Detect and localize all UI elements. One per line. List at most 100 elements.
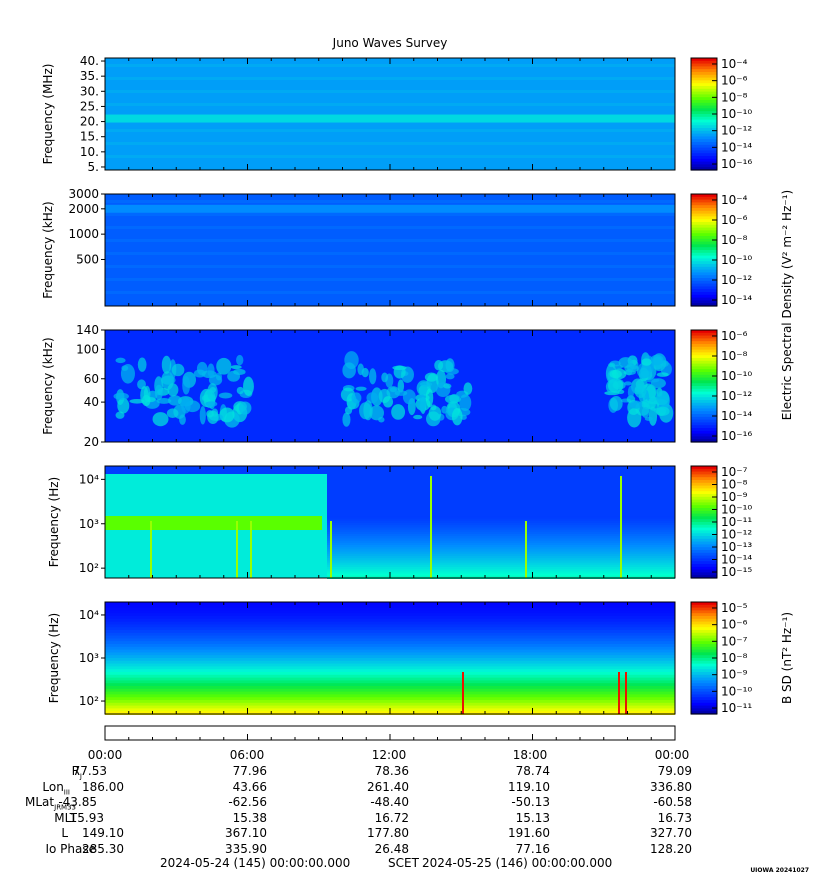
colorbar-segment (691, 372, 717, 376)
emission-patch (366, 392, 379, 404)
emission-patch (641, 358, 652, 366)
colorbar-tick-label: 10⁻¹⁴ (721, 293, 752, 307)
colorbar-segment (691, 547, 717, 551)
spectral-row (105, 683, 675, 687)
colorbar-segment (691, 411, 717, 415)
emission-patch (156, 398, 172, 404)
colorbar-segment (691, 349, 717, 353)
colorbar-segment (691, 300, 717, 304)
colorbar-segment (691, 572, 717, 576)
colorbar-tick-label: 10⁻¹⁴ (721, 553, 752, 567)
colorbar-segment (691, 439, 717, 443)
colorbar-segment (691, 278, 717, 282)
colorbar-segment (691, 694, 717, 698)
colorbar-segment (691, 60, 717, 65)
vertical-streak (525, 521, 527, 578)
ephemeris-value: -43.85 (58, 795, 97, 809)
spectral-row (105, 677, 675, 682)
colorbar-segment (691, 346, 717, 351)
colorbar-segment (691, 383, 717, 387)
colorbar-segment (691, 530, 717, 534)
colorbar-segment (691, 541, 717, 545)
colorbar-segment (691, 533, 717, 537)
colorbar-segment (691, 485, 717, 489)
ephemeris-value: -48.40 (370, 795, 409, 809)
spectral-row (105, 613, 675, 617)
colorbar-segment (691, 100, 717, 104)
colorbar-segment (691, 522, 717, 526)
emission-patch (182, 376, 191, 395)
colorbar-tick-label: 10⁻⁸ (721, 651, 748, 665)
emission-patch (243, 376, 254, 396)
colorbar-segment (691, 264, 717, 268)
ephemeris-label: Io Phase (45, 841, 96, 856)
colorbar-segment (691, 341, 717, 345)
colorbar-segment (691, 91, 717, 95)
emission-patch (193, 369, 206, 378)
colorbar-segment (691, 136, 717, 140)
footer-scet-label: SCET (388, 856, 419, 870)
colorbar-segment (691, 142, 717, 146)
colorbar-segment (691, 508, 717, 512)
emission-patch (115, 411, 125, 419)
colorbar-segment (691, 156, 717, 160)
colorbar-segment (691, 199, 717, 203)
colorbar-segment (691, 122, 717, 126)
colorbar-2: 10⁻⁴ 10⁻⁶ 10⁻⁸ 10⁻¹⁰ 10⁻¹² 10⁻¹⁴ (690, 193, 752, 307)
colorbar-3: 10⁻⁶ 10⁻⁸ 10⁻¹⁰ 10⁻¹² 10⁻¹⁴ 10⁻¹⁶ (690, 329, 752, 443)
colorbar-segment (691, 216, 717, 220)
spectral-row (105, 680, 675, 685)
ephemeris-value: 26.48 (374, 841, 409, 856)
spectral-row (327, 553, 675, 557)
colorbar-segment (691, 128, 717, 132)
colorbar-segment (691, 238, 717, 243)
spectral-row (105, 663, 675, 668)
colorbar-segment (691, 230, 717, 234)
colorbar-segment (691, 607, 717, 611)
colorbar-segment (691, 272, 717, 276)
colorbar-segment (691, 688, 717, 693)
colorbar-tick-label: 10⁻¹¹ (721, 515, 752, 529)
colorbar-segment (691, 105, 717, 109)
ephemeris-value: 285.30 (82, 841, 124, 856)
spectral-band-stripe (105, 64, 675, 67)
emission-patch (238, 401, 252, 415)
spectral-row (105, 652, 675, 657)
colorbar-segment (691, 414, 717, 418)
emission-patch (656, 372, 669, 377)
colorbar-segment (691, 241, 717, 245)
emission-patch (219, 407, 235, 423)
emission-patch (218, 392, 233, 399)
colorbar-tick-label: 10⁻⁶ (721, 74, 748, 88)
ephemeris-value: 77.53 (72, 764, 107, 778)
emission-patch (451, 408, 463, 426)
spectral-row (105, 627, 675, 631)
spectral-row (327, 562, 675, 566)
emission-patch (656, 406, 670, 416)
spectral-band-stripe (105, 213, 675, 216)
colorbar-segment (691, 114, 717, 118)
colorbar-segment (691, 610, 717, 614)
y-tick-label: 25. (80, 99, 99, 113)
colorbar-segment (691, 680, 717, 684)
colorbar-tick-label: 10⁻¹¹ (721, 701, 752, 715)
vertical-streak (430, 476, 432, 578)
emission-patch (129, 398, 145, 404)
y-axis-label: Frequency (kHz) (41, 337, 55, 434)
colorbar-segment (691, 474, 717, 478)
colorbar-segment (691, 513, 717, 517)
spectral-row (327, 542, 675, 546)
emission-patch (391, 404, 406, 420)
emission-patch (636, 362, 652, 379)
y-tick-label: 10⁴ (79, 472, 99, 486)
colorbar-segment (691, 63, 717, 67)
colorbar-segment (691, 663, 717, 667)
colorbar-tick-label: 10⁻⁴ (721, 193, 748, 207)
emission-patch (207, 363, 215, 378)
emission-patch (463, 382, 473, 395)
colorbar-segment (691, 658, 717, 662)
ephemeris-label: L (61, 826, 68, 840)
colorbar-segment (691, 630, 717, 634)
ephemeris-value: -50.13 (511, 795, 550, 809)
